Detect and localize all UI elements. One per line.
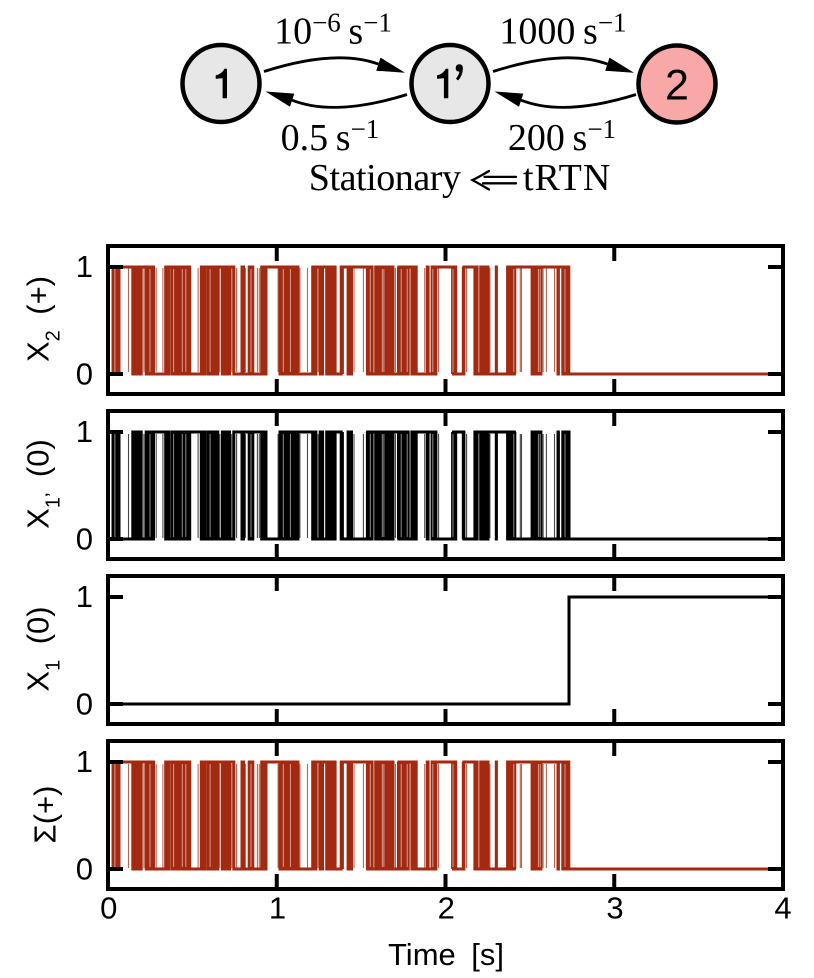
svg-text:1: 1: [269, 891, 286, 926]
svg-text:2: 2: [665, 62, 689, 110]
svg-text:2: 2: [438, 891, 455, 926]
svg-text:0: 0: [76, 852, 93, 887]
svg-text:0: 0: [76, 687, 93, 722]
svg-text:4: 4: [774, 891, 791, 926]
svg-text:0: 0: [100, 891, 117, 926]
svg-text:1: 1: [76, 414, 93, 449]
svg-text:Σ(+): Σ(+): [27, 786, 62, 844]
svg-text:Stationary: Stationary: [309, 157, 461, 199]
svg-text:1: 1: [76, 744, 93, 779]
svg-text:0: 0: [76, 522, 93, 557]
svg-text:Time [s]: Time [s]: [388, 937, 504, 972]
svg-text:tRTN: tRTN: [523, 157, 611, 199]
svg-text:1: 1: [76, 249, 93, 284]
svg-text:1: 1: [76, 579, 93, 614]
svg-text:3: 3: [606, 891, 623, 926]
svg-text:0: 0: [76, 357, 93, 392]
